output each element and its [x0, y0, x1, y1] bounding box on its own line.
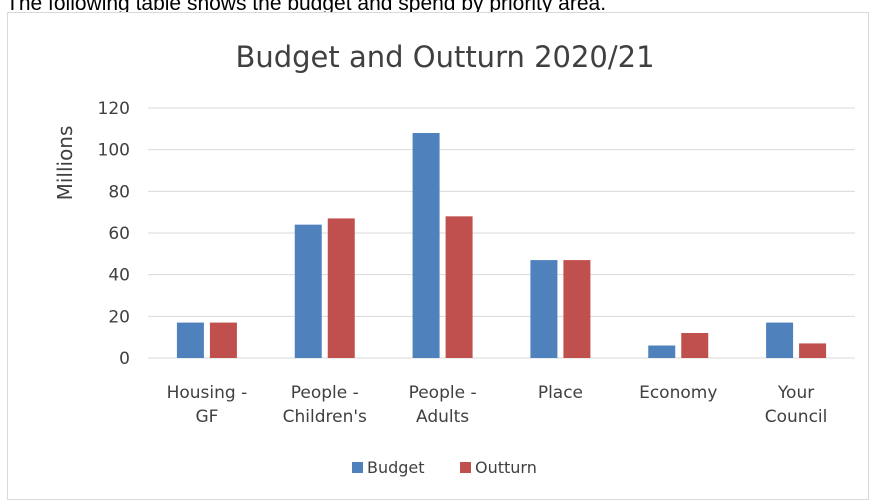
gridlines	[148, 107, 855, 359]
y-tick-label: 0	[119, 349, 130, 369]
bar-budget	[176, 322, 204, 358]
legend-label-budget: Budget	[367, 458, 425, 477]
legend-swatch-outturn	[460, 462, 471, 473]
x-category-label: Housing -	[167, 383, 248, 403]
bar-outturn	[799, 343, 827, 358]
y-tick-labels: 0 20 40 60 80 100 120	[98, 99, 130, 369]
x-category-label: People -	[291, 383, 359, 403]
x-category-label: Place	[538, 383, 583, 403]
x-category-label: Council	[765, 407, 828, 427]
x-category-label: Children's	[283, 407, 367, 427]
y-tick-label: 20	[108, 307, 130, 327]
y-tick-label: 80	[108, 182, 130, 202]
legend-swatch-budget	[352, 462, 363, 473]
bar-outturn	[327, 218, 355, 358]
x-category-label: People -	[409, 383, 477, 403]
x-category-label: Economy	[639, 383, 717, 403]
page-caption: The following table shows the budget and…	[6, 0, 607, 15]
bar-outturn	[445, 216, 473, 358]
bar-budget	[766, 322, 794, 358]
legend: Budget Outturn	[352, 458, 537, 477]
y-tick-label: 60	[108, 224, 130, 244]
bar-budget	[294, 224, 322, 358]
y-tick-label: 100	[98, 141, 130, 161]
bar-budget	[412, 133, 440, 358]
y-tick-label: 120	[98, 99, 130, 119]
y-tick-label: 40	[108, 266, 130, 286]
legend-label-outturn: Outturn	[475, 458, 537, 477]
bar-outturn	[563, 260, 591, 358]
bars	[176, 133, 827, 358]
x-category-label: Adults	[416, 407, 469, 427]
x-category-labels: Housing - GF People - Children's People - Adu…	[167, 383, 828, 427]
x-category-label: GF	[195, 407, 218, 427]
bar-budget	[648, 345, 676, 358]
bar-budget	[530, 260, 558, 358]
bar-outturn	[681, 333, 709, 358]
y-axis-label: Millions	[53, 126, 77, 201]
chart-title: Budget and Outturn 2020/21	[235, 40, 654, 74]
bar-outturn	[209, 322, 237, 358]
x-category-label: Your	[777, 383, 814, 403]
